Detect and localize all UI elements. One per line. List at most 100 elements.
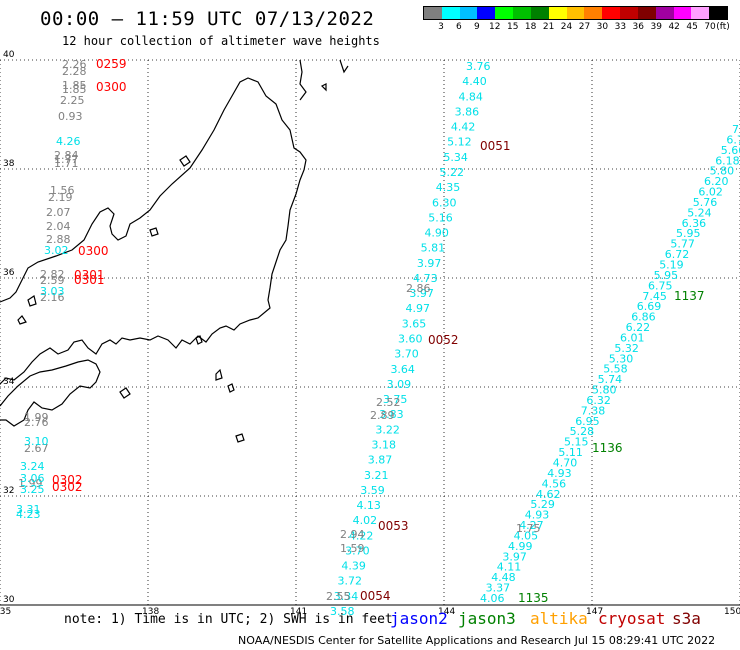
swh-label: 3.76: [466, 60, 491, 73]
swh-label: 4.22: [349, 529, 374, 542]
swh-label: 5.74: [598, 373, 623, 386]
swh-label: 2.86: [406, 282, 431, 295]
swh-label: 5.80: [710, 165, 735, 178]
swh-label: 1.99: [24, 411, 49, 424]
swh-label: 3.65: [402, 317, 427, 330]
swh-label: 5.29: [530, 498, 555, 511]
legend-swatch: [441, 7, 460, 19]
legend-label: 21: [542, 22, 555, 32]
swh-label: 7: [732, 123, 739, 136]
swh-label: 6.20: [704, 175, 729, 188]
swh-label: 3.72: [338, 575, 363, 588]
time-label: 0052: [428, 333, 459, 347]
time-label: 1137: [674, 289, 705, 303]
legend-label: 42: [668, 22, 680, 32]
legend-label: 36: [632, 22, 645, 32]
swh-label: 6.7: [726, 133, 740, 146]
swh-label: 3.97: [417, 257, 442, 270]
swh-label: 3.87: [368, 454, 393, 467]
swh-label: 3.22: [375, 423, 400, 436]
swh-label: 2.59: [40, 274, 65, 287]
swh-label: 3.21: [364, 469, 389, 482]
swh-label: 2.84: [54, 149, 79, 162]
lat-label: 40: [3, 50, 15, 60]
swh-label: 2.89: [370, 409, 395, 422]
swh-label: 4.62: [536, 488, 561, 501]
lat-lon-grid: [0, 59, 740, 606]
swh-label: 4.70: [553, 457, 578, 470]
legend-label: 15: [506, 22, 519, 32]
coastline-shikoku: [0, 359, 101, 427]
swh-label: 6.18: [715, 154, 740, 167]
swh-label: 3.34: [334, 590, 359, 603]
legend-label: 30: [596, 22, 609, 32]
time-label: 1135: [518, 591, 549, 605]
footer-credit: NOAA/NESDIS Center for Satellite Applica…: [238, 634, 716, 647]
swh-label: 5.76: [693, 196, 718, 209]
time-label: 0054: [360, 589, 391, 603]
swh-label: 3.03: [40, 285, 65, 298]
swh-label: 3.60: [398, 333, 423, 346]
time-label: 0300: [78, 244, 109, 258]
legend-swatch: [495, 7, 514, 19]
legend-swatch: [655, 7, 674, 19]
satellite-cryosat: cryosat: [598, 609, 666, 628]
swh-label: 2.52: [376, 396, 401, 409]
coastline-north: [299, 59, 349, 101]
swh-label: 4.93: [547, 467, 572, 480]
lat-label: 34: [3, 377, 15, 387]
swh-label: 3.75: [383, 393, 408, 406]
time-label: 0302: [52, 473, 83, 487]
swh-label: 1.99: [18, 477, 43, 490]
swh-label: 3.31: [16, 503, 41, 516]
legend-swatch: [620, 7, 638, 19]
lon-label: 141: [290, 607, 307, 617]
swh-label: 1.59: [340, 542, 365, 555]
swh-label: 5.12: [447, 136, 472, 149]
note-text: note: 1) Time is in UTC; 2) SWH is in fe…: [64, 612, 393, 627]
swh-label: 3.18: [372, 438, 397, 451]
time-label: 0301: [74, 273, 105, 287]
legend-swatch: [584, 7, 603, 19]
swh-label: 4.35: [436, 181, 461, 194]
legend-swatch: [673, 7, 692, 19]
swh-label: 6.01: [620, 331, 645, 344]
swh-label: 4.11: [497, 561, 522, 574]
swh-label: 5.81: [421, 242, 446, 255]
swh-label: 5.95: [654, 269, 679, 282]
swh-label: 4.39: [341, 560, 366, 573]
swh-label: 5.77: [670, 238, 695, 251]
lon-label: 135: [0, 607, 11, 617]
swh-label: 1.56: [50, 184, 75, 197]
swh-label: 4.97: [406, 302, 431, 315]
swh-label: 2.28: [62, 65, 87, 78]
swh-label: 1.77: [54, 153, 79, 166]
swh-label: 5.66: [721, 144, 740, 157]
swh-label: 4.84: [458, 90, 483, 103]
swh-label: 5.95: [676, 227, 701, 240]
legend-label: 12: [489, 22, 501, 32]
swh-label: 4.48: [491, 571, 516, 584]
color-legend: [423, 6, 728, 20]
swh-label: 4.27: [519, 519, 544, 532]
swh-label: 6.02: [698, 186, 723, 199]
swh-label: 4.99: [508, 540, 533, 553]
swh-label: 2.67: [24, 442, 49, 455]
legend-label: 6: [456, 22, 462, 32]
swh-label: 5.19: [659, 258, 684, 271]
swh-label: 4.90: [424, 227, 449, 240]
swh-label: 5.30: [609, 352, 634, 365]
swh-label: 6.75: [648, 279, 673, 292]
legend-swatch: [709, 7, 728, 19]
swh-label: 6.69: [637, 300, 662, 313]
satellite-s3a: s3a: [672, 609, 701, 628]
satellite-jason2: jason2: [390, 609, 448, 628]
legend-unit: (ft): [716, 22, 730, 32]
color-legend-labels: 3 6 9 12 15 18 21 24 27 30 33 36 39 42 45 70 (ft): [423, 22, 730, 34]
legend-swatch: [602, 7, 621, 19]
satellite-altika: altika: [530, 609, 588, 628]
swh-label: 5.34: [443, 151, 468, 164]
coastline-honshu: [0, 77, 307, 385]
swh-label: 2.55: [326, 590, 351, 603]
lon-label: 138: [142, 607, 159, 617]
